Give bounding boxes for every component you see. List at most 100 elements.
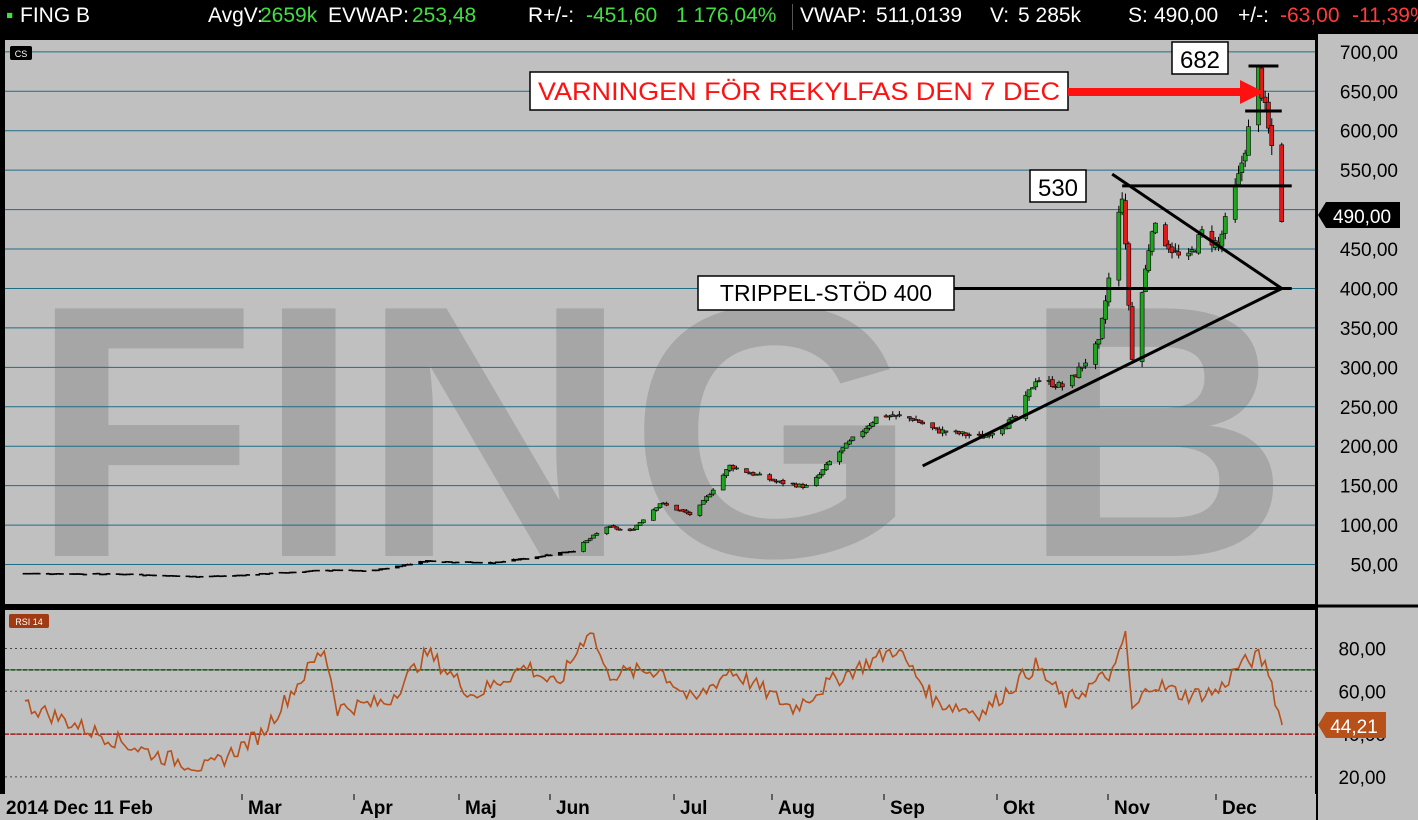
candle-body: [750, 472, 756, 476]
candle-body: [1069, 374, 1075, 387]
candle-body: [1023, 395, 1029, 419]
header-separator: [792, 4, 793, 30]
vwap-label: VWAP:: [800, 4, 867, 27]
price-gridlines: [5, 51, 1315, 566]
warning-arrow-icon: [1068, 80, 1264, 104]
time-tick-label: Aug: [778, 798, 815, 819]
price-tick-label: 300,00: [1340, 358, 1398, 379]
last-rsi-tag: 44,21: [1318, 712, 1386, 738]
candle-body: [385, 567, 390, 570]
candle-body: [594, 533, 600, 536]
price-tick-label: 550,00: [1340, 161, 1398, 182]
price-panel-tag-box[interactable]: [10, 46, 32, 60]
candle-body: [704, 496, 709, 502]
rpm-label: R+/-:: [528, 4, 575, 27]
candle-body: [614, 526, 620, 530]
last-label: S:: [1128, 4, 1148, 27]
rsi-panel-tag-box[interactable]: [9, 614, 49, 628]
candle-body: [501, 561, 507, 563]
candle-body: [604, 526, 610, 534]
candle-body: [198, 575, 204, 578]
candle-body: [1279, 144, 1285, 222]
time-tick-label: Dec: [1222, 798, 1257, 819]
candle-body: [684, 510, 689, 514]
time-tick-label: Mar: [248, 798, 282, 819]
candle-body: [687, 512, 693, 516]
candle-body: [700, 500, 706, 505]
candle-body: [255, 574, 260, 576]
candle-body: [730, 465, 736, 470]
change-value: -63,00: [1280, 4, 1340, 27]
rpm-percent: 1 176,04%: [676, 4, 777, 27]
price-tick-label: 100,00: [1340, 516, 1398, 537]
high-label-box: [1171, 41, 1229, 75]
rsi-tick-label: 60,00: [1338, 682, 1386, 703]
candle-body: [1186, 252, 1191, 257]
candle-body: [139, 573, 144, 576]
time-tick-label: Nov: [1114, 798, 1150, 819]
candle-body: [587, 538, 593, 541]
candle-body: [963, 432, 969, 436]
candle-body: [1139, 292, 1145, 362]
high-label: 682: [1180, 47, 1220, 74]
candle-body: [631, 529, 636, 531]
price-tick-label: 150,00: [1340, 477, 1398, 498]
time-tick-label: Apr: [360, 798, 393, 819]
candle-body: [361, 570, 367, 572]
price-tick-label: 400,00: [1340, 279, 1398, 300]
candle-body: [780, 479, 786, 485]
price-tick-label: 650,00: [1340, 82, 1398, 103]
candle-body: [1259, 67, 1265, 99]
candle-body: [1242, 152, 1248, 162]
candle-body: [870, 422, 876, 427]
candle-body: [1099, 317, 1105, 339]
candle-body: [707, 494, 713, 498]
price-tick-label: 450,00: [1340, 240, 1398, 261]
warning-annotation: VARNINGEN FÖR REKYLFAS DEN 7 DEC: [529, 71, 1264, 111]
candle-body: [813, 477, 819, 486]
candle-body: [291, 571, 297, 574]
candle-body: [1103, 300, 1108, 320]
candle-body: [1153, 222, 1158, 234]
candle-body: [1146, 250, 1152, 271]
candle-body: [757, 473, 763, 476]
time-tick-label: Sep: [890, 798, 925, 819]
candle-body: [1269, 125, 1275, 146]
candle-body: [571, 550, 576, 553]
last-rsi-tag-label: 44,21: [1330, 717, 1378, 738]
time-tick-label: Okt: [1003, 798, 1035, 819]
candle-body: [744, 468, 749, 473]
rsi-tick-label: 80,00: [1338, 640, 1386, 661]
candle-body: [454, 561, 460, 564]
candle-body: [720, 474, 726, 491]
stock-chart: FING B 50,00 100,00 150,00 200,00 250,00 300,…: [0, 34, 1418, 820]
time-tick-label: Maj: [465, 798, 497, 819]
candle-body: [557, 552, 563, 556]
vwap-value: 511,0139: [876, 4, 963, 27]
candle-body: [1026, 389, 1032, 398]
candle-body: [1232, 184, 1238, 220]
candle-body: [1169, 246, 1175, 254]
candle-body: [651, 509, 656, 521]
header-bullet-icon: ▪: [6, 4, 14, 27]
candle-body: [724, 469, 729, 477]
candle-body: [408, 563, 413, 566]
candle-body: [654, 507, 659, 511]
candle-body: [674, 504, 679, 511]
support-label: TRIPPEL-STÖD 400: [720, 280, 932, 306]
resistance-label: 530: [1038, 175, 1078, 202]
last-price-tag-shape: [1318, 202, 1400, 228]
volume-label: V:: [990, 4, 1010, 27]
candle-body: [547, 554, 553, 557]
candle-body: [823, 464, 829, 471]
candle-body: [1030, 387, 1035, 390]
candle-body: [1076, 366, 1082, 378]
last-rsi-tag-shape: [1318, 712, 1386, 738]
time-tick-label: Jun: [556, 798, 590, 819]
candle-body: [59, 573, 64, 575]
candle-body: [867, 425, 872, 429]
candle-body: [524, 558, 530, 560]
candle-body: [95, 572, 101, 575]
candle-body: [617, 528, 623, 531]
candle-body: [431, 560, 437, 563]
